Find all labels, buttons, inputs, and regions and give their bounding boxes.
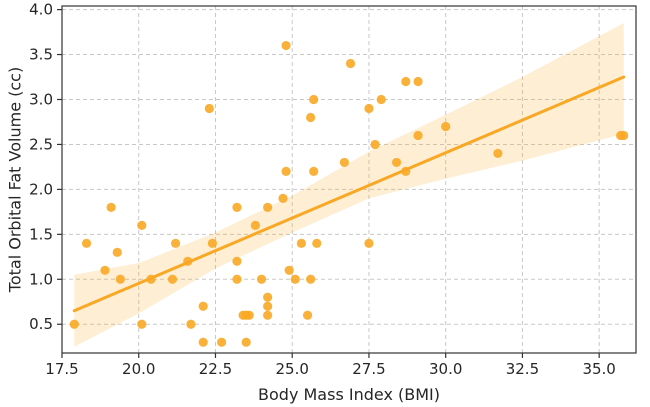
y-tick-label: 2.5 <box>29 135 53 153</box>
data-point <box>364 103 374 114</box>
data-point <box>312 238 322 248</box>
data-point <box>281 166 291 177</box>
x-axis: 17.5 20.0 22.5 25.0 27.5 30.0 32.5 35.0 <box>45 353 616 378</box>
points-layer <box>69 40 629 347</box>
data-point <box>370 139 380 150</box>
data-point <box>204 103 214 114</box>
regression-line <box>72 75 626 313</box>
data-point <box>309 166 319 177</box>
data-point <box>137 319 147 329</box>
data-point <box>306 112 316 123</box>
data-point <box>100 265 110 275</box>
x-tick-label: 20.0 <box>122 360 155 378</box>
confidence-band <box>74 23 624 347</box>
data-point <box>302 310 313 320</box>
data-point <box>391 157 402 168</box>
regression-line-layer <box>72 75 626 313</box>
data-point <box>339 157 349 168</box>
data-point <box>441 121 451 132</box>
data-point <box>309 94 319 105</box>
data-point <box>170 238 181 248</box>
data-point <box>296 238 307 248</box>
data-point <box>241 337 251 347</box>
plot-frame <box>61 5 637 354</box>
data-point <box>263 292 273 302</box>
data-point <box>278 193 288 203</box>
data-point <box>619 130 629 141</box>
data-point <box>263 310 273 320</box>
data-point <box>284 265 294 275</box>
data-point <box>81 238 92 248</box>
data-point <box>256 274 267 284</box>
data-point <box>112 247 122 257</box>
x-tick-label: 32.5 <box>506 360 539 378</box>
data-point <box>364 238 374 248</box>
data-point <box>290 274 300 284</box>
data-point <box>493 148 503 159</box>
data-point <box>106 202 116 212</box>
x-tick-label: 22.5 <box>199 360 232 378</box>
y-axis: 0.5 1.0 1.5 2.0 2.5 3.0 3.5 4.0 <box>29 1 62 333</box>
data-point <box>250 220 260 230</box>
y-axis-title: Total Orbital Fat Volume (cc) <box>6 67 25 293</box>
data-point <box>69 319 79 329</box>
data-point <box>413 76 423 87</box>
y-tick-label: 0.5 <box>29 315 53 333</box>
y-tick-label: 4.0 <box>29 1 53 19</box>
data-point <box>232 256 242 266</box>
x-tick-label: 25.0 <box>276 360 309 378</box>
x-axis-title: Body Mass Index (BMI) <box>258 385 440 404</box>
data-point <box>232 274 242 284</box>
y-tick-label: 1.0 <box>29 270 53 288</box>
data-point <box>232 202 242 212</box>
data-point <box>217 337 227 347</box>
data-point <box>137 220 147 230</box>
confidence-band-layer <box>74 23 624 347</box>
x-tick-label: 30.0 <box>429 360 462 378</box>
y-tick-label: 1.5 <box>29 225 53 243</box>
data-point <box>401 76 411 87</box>
y-tick-label: 3.5 <box>29 46 53 64</box>
data-point <box>376 94 386 105</box>
data-point <box>198 337 208 347</box>
data-point <box>345 58 356 69</box>
x-tick-label: 17.5 <box>45 360 78 378</box>
x-tick-label: 35.0 <box>582 360 615 378</box>
data-point <box>167 274 178 284</box>
grid <box>61 6 636 353</box>
y-tick-label: 2.0 <box>29 180 53 198</box>
data-point <box>263 301 273 311</box>
data-point <box>413 130 423 141</box>
data-point <box>281 40 291 51</box>
data-point <box>263 202 273 212</box>
data-point <box>306 274 316 284</box>
data-point <box>198 301 208 311</box>
y-tick-label: 3.0 <box>29 90 53 108</box>
data-point <box>115 274 125 284</box>
data-point <box>244 310 254 320</box>
data-point <box>186 319 196 329</box>
x-tick-label: 27.5 <box>352 360 385 378</box>
data-point <box>207 238 218 248</box>
